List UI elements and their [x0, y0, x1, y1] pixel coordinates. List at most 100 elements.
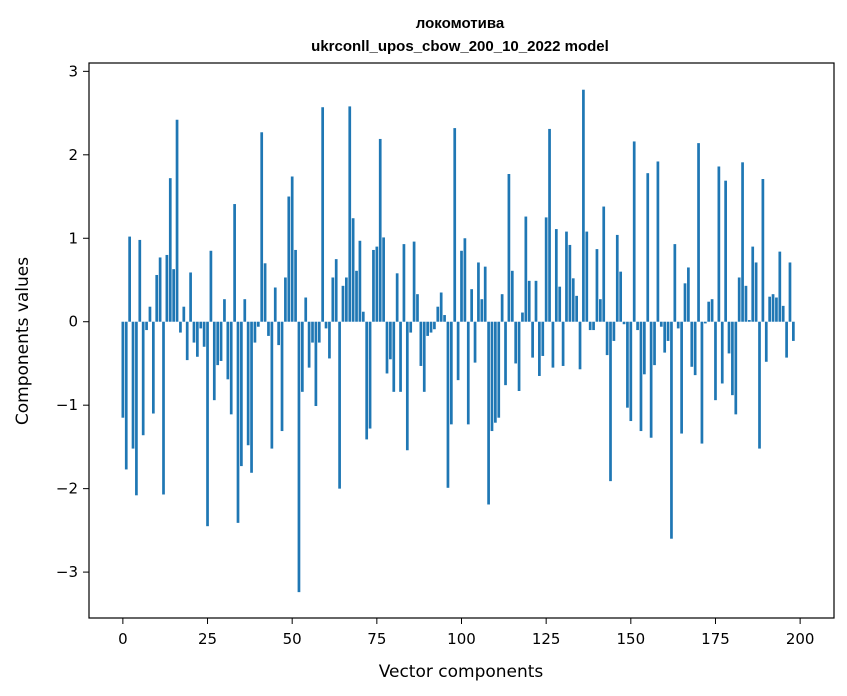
bar — [592, 321, 595, 331]
bar — [558, 286, 562, 322]
bar — [246, 321, 250, 446]
bar — [588, 321, 592, 331]
bar — [439, 292, 443, 322]
bar — [358, 240, 362, 322]
bar — [622, 321, 626, 325]
bar — [737, 277, 741, 322]
bar — [497, 321, 501, 418]
bar — [466, 321, 470, 425]
bar — [256, 321, 260, 327]
bar — [490, 321, 494, 432]
bar — [534, 280, 538, 322]
bar — [575, 295, 578, 322]
x-tick-label: 75 — [367, 630, 386, 648]
bar — [175, 119, 179, 322]
x-tick-label: 50 — [283, 630, 302, 648]
bar — [121, 321, 125, 418]
bar — [771, 294, 775, 322]
bar — [507, 174, 511, 322]
chart-subtitle: ukrconll_upos_cbow_200_10_2022 model — [311, 38, 609, 55]
plot-frame — [88, 62, 835, 619]
bar — [209, 250, 213, 322]
bar — [165, 254, 169, 322]
bar — [639, 321, 643, 432]
bar — [538, 321, 541, 376]
bar — [317, 321, 321, 343]
bar — [405, 321, 409, 451]
bar — [700, 321, 704, 444]
bar — [199, 321, 203, 329]
chart-title: локомотива — [416, 15, 505, 32]
x-tick-label: 175 — [701, 630, 730, 648]
bar — [155, 274, 159, 322]
x-axis-ticks: 0 25 50 75 100 125 150 175 200 — [118, 618, 814, 648]
bar — [781, 305, 785, 322]
bar — [331, 277, 335, 322]
y-tick-label: −2 — [56, 480, 78, 498]
bar — [568, 244, 572, 322]
bar — [663, 321, 667, 353]
bar — [500, 294, 504, 322]
bar — [792, 321, 795, 341]
bar — [158, 257, 162, 322]
bar — [619, 271, 623, 322]
bar — [714, 321, 717, 401]
bar — [578, 321, 582, 370]
bar — [348, 106, 352, 322]
bar — [632, 141, 636, 322]
bar — [636, 321, 639, 331]
bar — [311, 321, 314, 343]
bar — [355, 270, 358, 322]
bar — [138, 239, 142, 322]
bar — [477, 262, 480, 322]
bar — [521, 312, 524, 322]
bar — [385, 321, 389, 374]
y-tick-label: 2 — [68, 146, 78, 164]
bar — [768, 296, 772, 322]
bar — [372, 249, 375, 322]
bar — [612, 321, 616, 341]
bar — [433, 321, 436, 330]
bar — [392, 321, 396, 392]
bar — [504, 321, 507, 386]
bar — [710, 299, 714, 322]
bar — [416, 294, 419, 322]
x-tick-label: 150 — [616, 630, 645, 648]
x-tick-label: 200 — [786, 630, 815, 648]
bar — [179, 321, 182, 333]
bar — [240, 321, 243, 467]
bar — [422, 321, 426, 392]
bar — [168, 178, 172, 322]
bar — [517, 321, 521, 391]
bar — [395, 273, 399, 322]
bar — [446, 321, 450, 488]
bar — [182, 306, 186, 322]
bar — [300, 321, 304, 392]
x-tick-label: 125 — [532, 630, 561, 648]
bar — [145, 321, 148, 331]
bar — [673, 244, 677, 322]
bar — [273, 287, 277, 322]
bar — [734, 321, 738, 415]
bar — [551, 321, 555, 368]
bar — [368, 321, 372, 429]
bar — [382, 237, 385, 322]
bar — [277, 321, 280, 346]
bar — [775, 297, 778, 322]
bar — [717, 166, 721, 322]
bar — [267, 321, 270, 336]
bar — [727, 321, 731, 354]
bar — [764, 321, 768, 362]
bar — [494, 321, 497, 423]
bar — [436, 306, 440, 322]
y-tick-label: 1 — [68, 229, 78, 247]
bar — [219, 321, 223, 361]
bar — [304, 297, 308, 322]
bar — [697, 143, 700, 322]
bar — [703, 321, 707, 324]
bar — [128, 236, 131, 322]
bar — [162, 321, 165, 495]
bar — [314, 321, 318, 407]
bar — [135, 321, 138, 496]
